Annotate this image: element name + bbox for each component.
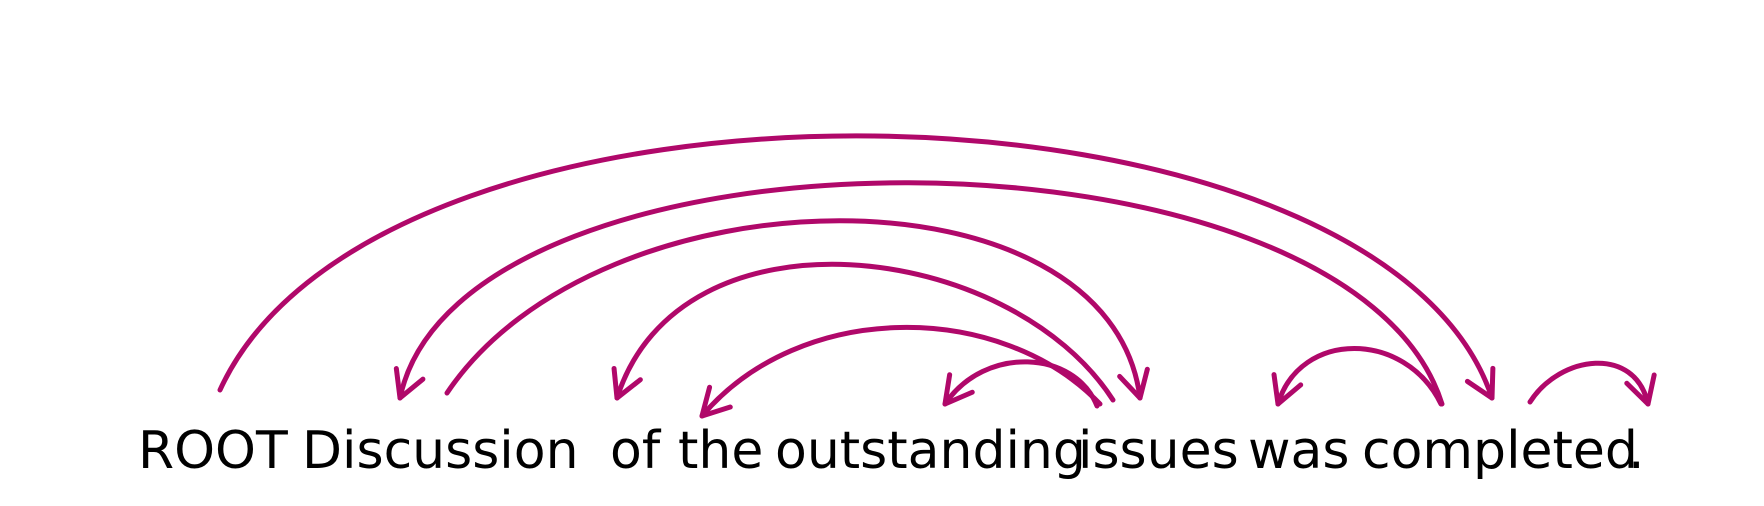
arc-completed-to-discussion [397, 180, 1445, 407]
sentence: ROOT Discussion of the outstanding issue… [138, 421, 1645, 481]
arrowhead-was [1271, 372, 1304, 407]
arrowhead-outstanding [942, 372, 975, 407]
token-completed: completed [1362, 421, 1638, 481]
arc-issues-to-the [699, 324, 1103, 419]
arrowhead-discussion [393, 366, 426, 401]
arc-root-to-completed [217, 133, 1495, 401]
token-period: . [1628, 421, 1645, 481]
arrowhead-of [611, 365, 643, 401]
token-issues: issues [1078, 421, 1239, 481]
token-was: was [1248, 421, 1350, 481]
arc-discussion-to-issues [444, 218, 1143, 401]
token-outstanding: outstanding [775, 421, 1086, 481]
token-root: ROOT [138, 421, 288, 481]
token-discussion: Discussion [302, 421, 579, 481]
arcs-layer [217, 133, 1657, 419]
token-of: of [610, 421, 662, 481]
arc-completed-to-was [1275, 346, 1444, 407]
token-the: the [678, 421, 763, 481]
arrowhead-period [1624, 372, 1657, 407]
arc-issues-to-of [614, 261, 1116, 403]
arrowhead-completed [1464, 365, 1496, 401]
arrowhead-the [699, 384, 733, 419]
arrowhead-issues [1117, 366, 1150, 401]
arc-issues-to-outstanding [942, 359, 1100, 409]
arc-completed-to-period [1527, 360, 1651, 407]
